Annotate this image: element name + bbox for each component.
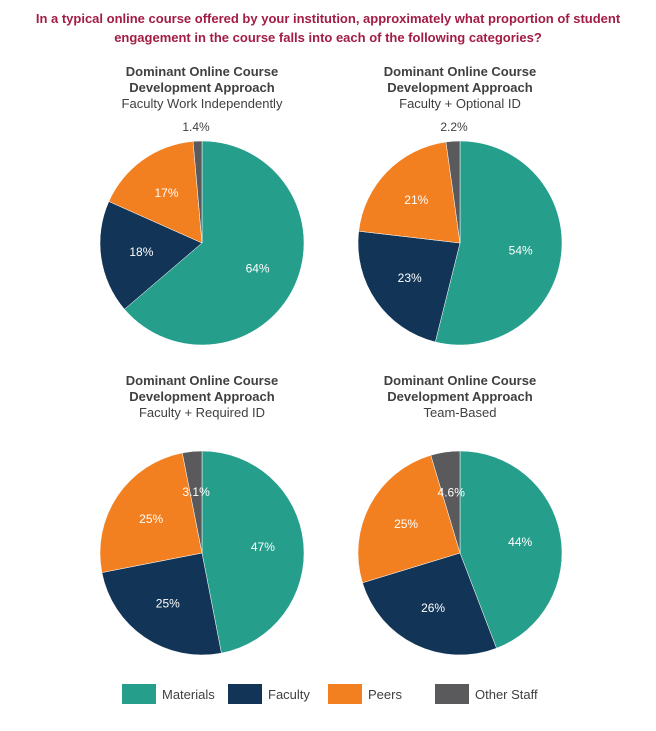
chart-2-title-line-2: Development Approach <box>387 80 532 95</box>
chart-3-label-other-staff: 3.1% <box>182 485 210 499</box>
chart-1-title-line-1: Dominant Online Course <box>126 64 278 79</box>
chart-2-slice-materials <box>434 140 563 346</box>
chart-2-slices: 54% 23% 21% 2.2% <box>357 120 563 346</box>
chart-1-slice-other-staff <box>192 140 203 244</box>
chart-3-title-line-2: Development Approach <box>129 389 274 404</box>
chart-1-slice-faculty <box>99 201 203 310</box>
chart-4-label-other-staff: 4.6% <box>438 485 466 499</box>
chart-1-slices: 64% 18% 17% 1.4% <box>99 120 305 346</box>
chart-4-label-materials: 44% <box>508 535 532 549</box>
legend-label-faculty: Faculty <box>268 687 310 702</box>
pie-chart-3: Dominant Online Course Development Appro… <box>99 373 305 656</box>
chart-2-label-peers: 21% <box>404 193 428 207</box>
chart-4-label-peers: 25% <box>394 517 418 531</box>
chart-3-slice-peers <box>99 452 203 573</box>
chart-1-subtitle: Faculty Work Independently <box>122 96 283 111</box>
chart-4-slices: 44% 26% 25% 4.6% <box>357 450 563 656</box>
chart-2-label-faculty: 23% <box>398 271 422 285</box>
pie-chart-1: Dominant Online Course Development Appro… <box>99 64 305 346</box>
chart-3-slice-other-staff <box>181 450 203 554</box>
chart-4-title-line-1: Dominant Online Course <box>384 373 536 388</box>
chart-1-label-faculty: 18% <box>129 245 153 259</box>
chart-3-slice-faculty <box>101 552 222 656</box>
chart-3-label-faculty: 25% <box>156 597 180 611</box>
legend-swatch-materials <box>122 684 156 704</box>
pie-chart-4: Dominant Online Course Development Appro… <box>357 373 563 656</box>
chart-3-slice-materials <box>201 450 305 654</box>
chart-4-title-line-2: Development Approach <box>387 389 532 404</box>
chart-4-subtitle: Team-Based <box>424 405 497 420</box>
chart-2-subtitle: Faculty + Optional ID <box>399 96 521 111</box>
chart-1-slice-peers <box>108 141 203 244</box>
chart-1-label-peers: 17% <box>154 186 178 200</box>
chart-2-label-other-staff: 2.2% <box>440 120 468 134</box>
chart-4-label-faculty: 26% <box>421 601 445 615</box>
chart-3-subtitle: Faculty + Required ID <box>139 405 265 420</box>
figure-title-line-1: In a typical online course offered by yo… <box>36 11 621 26</box>
chart-2-title-line-1: Dominant Online Course <box>384 64 536 79</box>
legend: Materials Faculty Peers Other Staff <box>122 684 538 704</box>
chart-1-label-other-staff: 1.4% <box>182 120 210 134</box>
chart-3-label-materials: 47% <box>251 540 275 554</box>
legend-label-materials: Materials <box>162 687 215 702</box>
chart-2-slice-faculty <box>357 230 461 343</box>
chart-4-slice-faculty <box>362 552 497 656</box>
chart-1-slice-materials <box>124 140 305 346</box>
legend-swatch-faculty <box>228 684 262 704</box>
chart-1-title-line-2: Development Approach <box>129 80 274 95</box>
chart-1-label-materials: 64% <box>246 262 270 276</box>
legend-label-peers: Peers <box>368 687 402 702</box>
chart-2-label-materials: 54% <box>509 244 533 258</box>
chart-4-slice-other-staff <box>430 450 461 554</box>
legend-label-other-staff: Other Staff <box>475 687 538 702</box>
legend-swatch-other-staff <box>435 684 469 704</box>
pie-chart-2: Dominant Online Course Development Appro… <box>357 64 563 346</box>
chart-3-slices: 47% 25% 25% 3.1% <box>99 450 305 656</box>
chart-2-slice-other-staff <box>445 140 461 244</box>
chart-3-label-peers: 25% <box>139 512 163 526</box>
legend-swatch-peers <box>328 684 362 704</box>
chart-4-slice-peers <box>357 454 461 584</box>
chart-3-title-line-1: Dominant Online Course <box>126 373 278 388</box>
figure-title-line-2: engagement in the course falls into each… <box>114 30 542 45</box>
chart-2-slice-peers <box>358 141 461 244</box>
chart-4-slice-materials <box>459 450 563 649</box>
